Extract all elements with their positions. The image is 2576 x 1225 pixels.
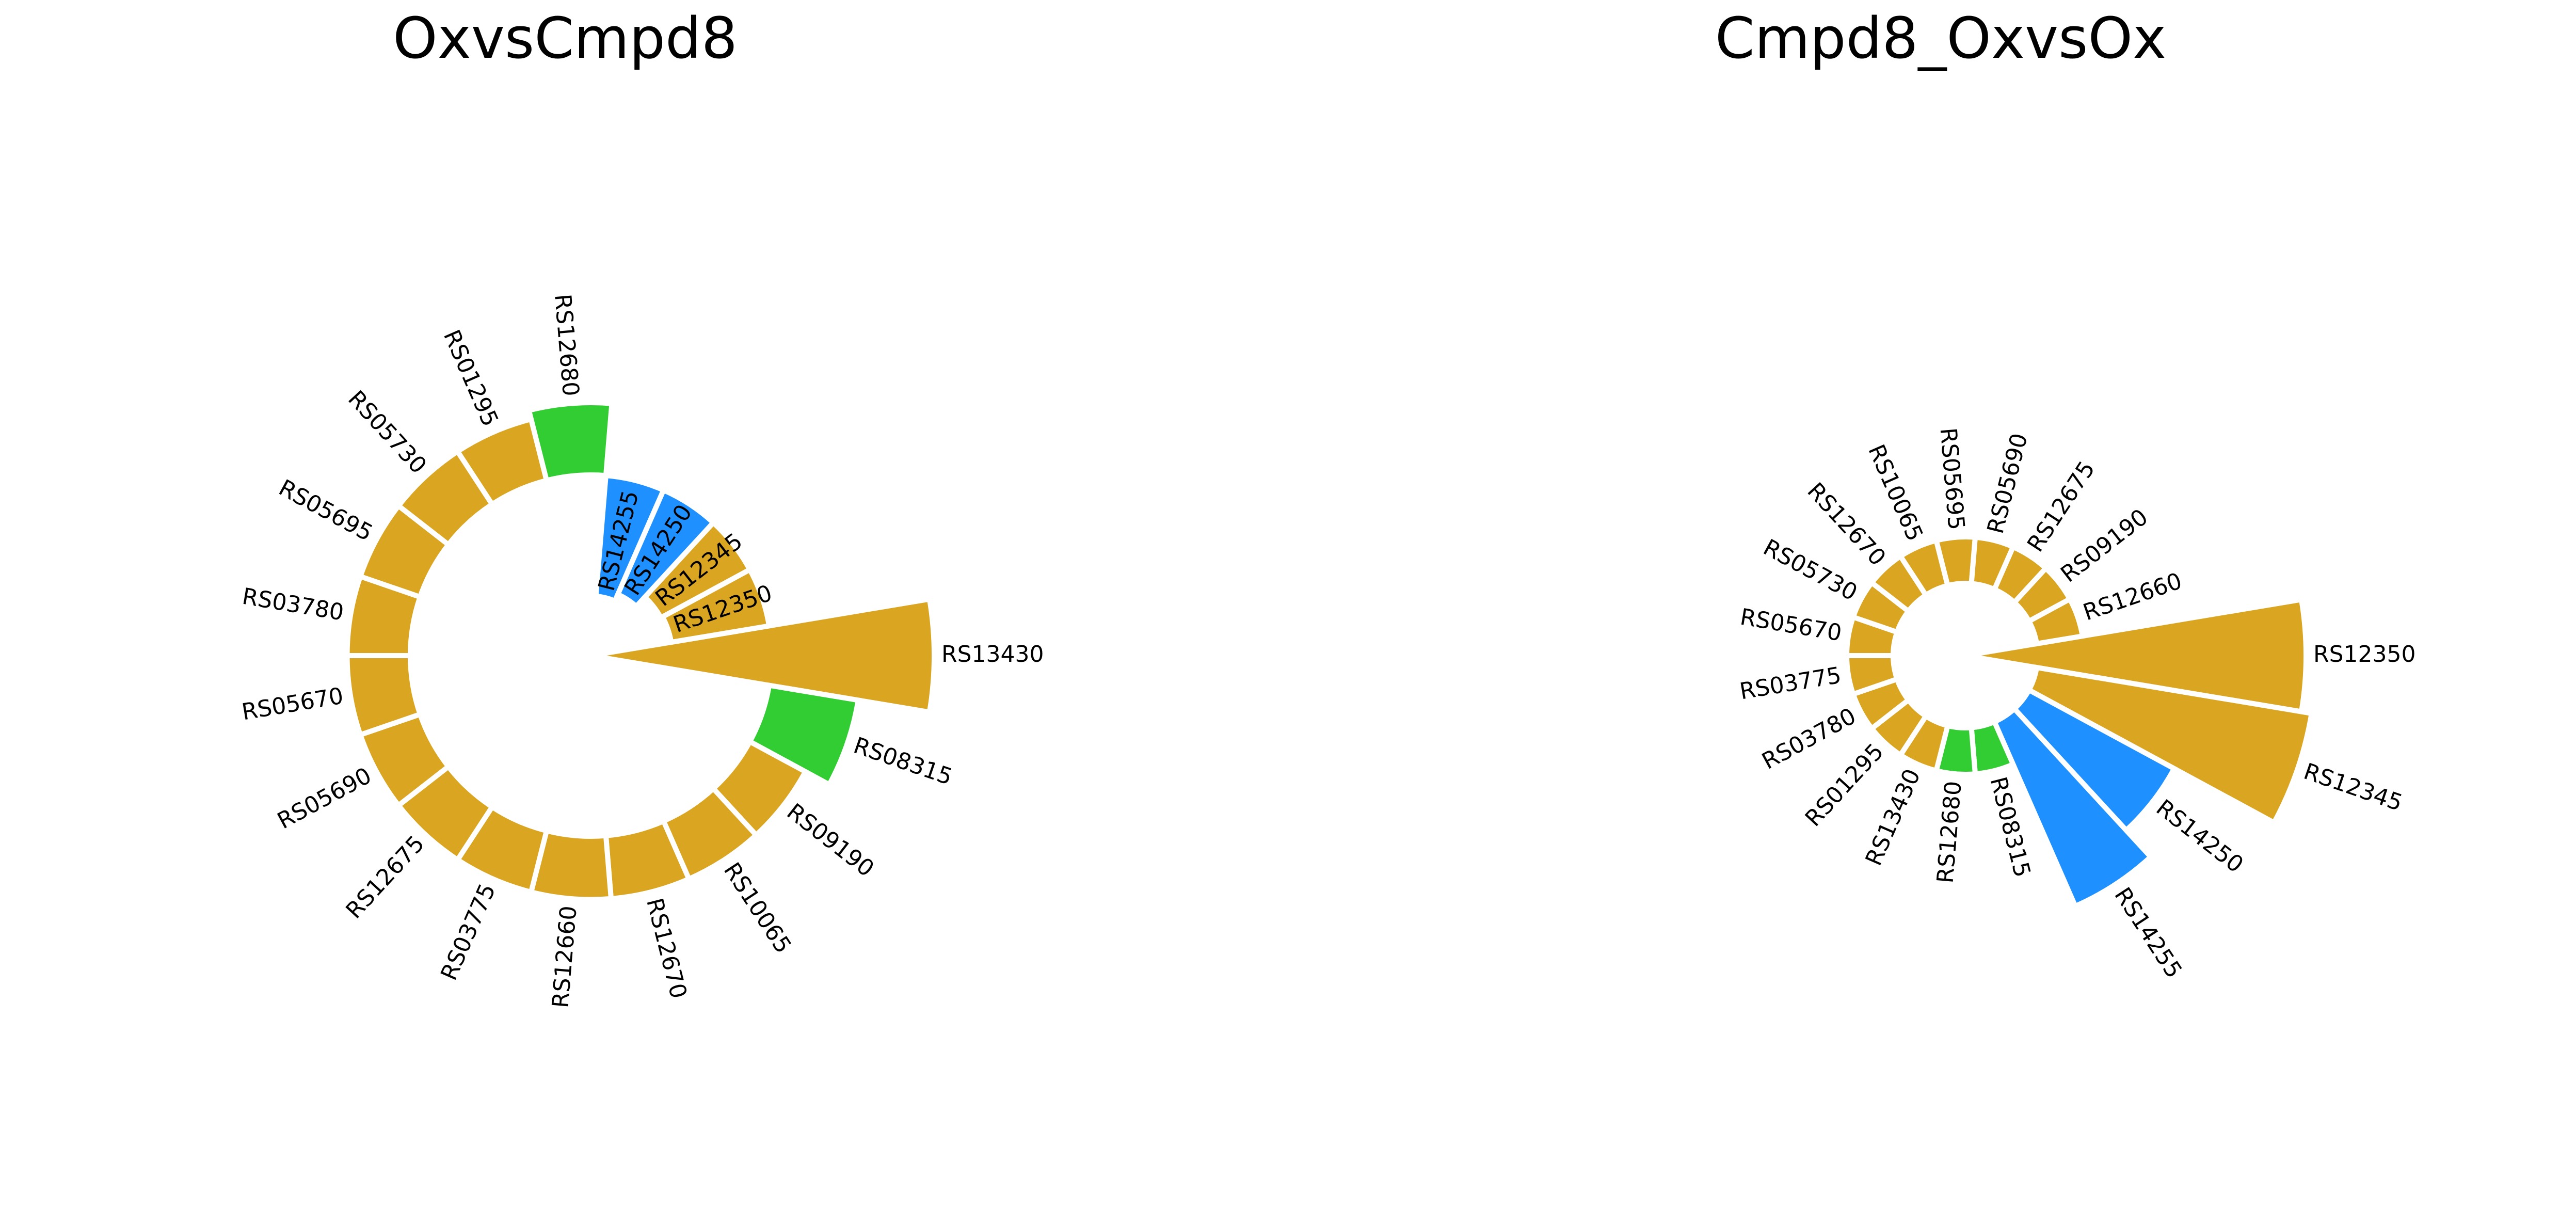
chart-title: Cmpd8_OxvsOx [1715,5,2166,71]
bar-label: RS03780 [1758,703,1861,775]
bar-rs13430 [590,596,937,715]
bar-rs03780 [344,573,424,658]
bar-label: RS03780 [241,583,346,626]
bar-rs05690 [1969,534,2017,593]
bar-rs08315 [1969,718,2017,777]
bar-label: RS05730 [343,386,431,479]
bar-rs12675 [1991,543,2050,607]
bar-label: RS03775 [436,880,501,984]
bar-rs05670 [344,653,424,738]
bar-label: RS13430 [941,641,1044,667]
bars-group [1844,534,2315,910]
bar-label: RS01295 [438,326,503,430]
bar-rs12350 [659,566,772,645]
bar-label: RS08315 [850,733,955,791]
bar-label: RS01295 [1800,739,1889,832]
bar-rs12660 [2025,595,2086,647]
bar-label: RS13430 [1861,765,1926,869]
bar-label: RS14255 [2109,883,2187,983]
bar-rs01295 [454,416,550,508]
bar-label: RS05690 [1982,431,2033,536]
bar-label: RS12660 [548,905,582,1009]
bar-label: RS03775 [1738,662,1843,705]
bars-group [344,400,937,902]
bar-label: RS05695 [275,474,377,546]
bar-rs05730 [1850,579,1912,635]
bar-label: RS12680 [549,293,584,397]
bar-label: RS05670 [240,682,345,725]
bar-label: RS12680 [1932,780,1967,884]
bar-rs03775 [1844,653,1900,698]
bar-rs10065 [660,785,760,883]
bar-rs05730 [395,448,496,549]
bar-rs01295 [1868,696,1930,759]
bar-label: RS09190 [782,799,879,882]
bar-rs12670 [1868,552,1930,615]
bar-rs05695 [1933,534,1978,589]
bar-label: RS10065 [1863,441,1928,545]
bar-rs13430 [1897,712,1951,774]
bar-rs10065 [1897,537,1951,599]
bar-label: RS05690 [273,762,376,834]
bar-rs05690 [357,711,452,809]
bar-rs09190 [2010,564,2074,625]
chart-cmpd8-oxvsox: Cmpd8_OxvsOx RS12350 RS12345 RS14250RS1425… [1715,5,2416,983]
bar-rs08315 [746,682,861,788]
bar-label: RS12670 [641,896,692,1001]
bar-rs12350 [1965,596,2309,715]
bar-label: RS05695 [1935,427,1970,531]
bar-label: RS12660 [2080,568,2185,626]
bar-label: RS05730 [1759,534,1862,606]
chart-title: OxvsCmpd8 [393,5,738,71]
bar-label: RS12345 [2300,758,2406,817]
bar-rs14255 [1991,705,2155,910]
bar-rs05670 [1844,613,1900,658]
bar-rs14255 [593,472,667,604]
bar-rs12670 [603,817,693,902]
bar-label: RS05670 [1738,604,1844,647]
bar-label: RS12675 [341,831,429,924]
bar-label: RS14250 [2151,794,2248,878]
bar-rs12680 [525,400,615,484]
bar-rs12345 [2025,664,2315,826]
bar-label: RS12350 [2313,641,2415,667]
bar-rs14250 [2010,686,2178,834]
bar-label: RS12670 [1802,478,1891,571]
bar-label: RS10065 [718,858,796,958]
bar-rs14250 [614,486,717,610]
bar-rs12660 [527,828,614,902]
bar-rs12345 [641,519,754,622]
